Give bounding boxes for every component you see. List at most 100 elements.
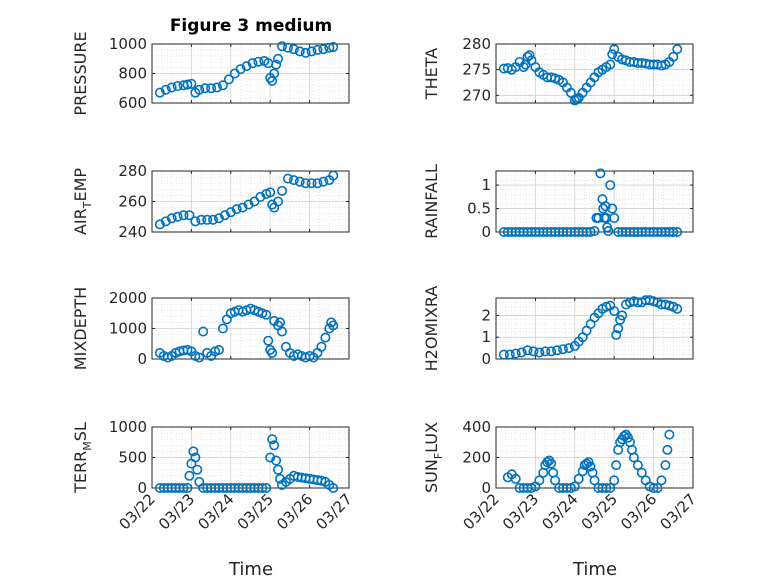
data-point (571, 94, 582, 105)
data-point (328, 41, 339, 52)
data-point (605, 180, 616, 191)
y-tick-label: 800 (118, 65, 147, 83)
y-tick-label: 280 (462, 35, 491, 53)
data-point (212, 82, 223, 93)
data-point (247, 58, 258, 69)
data-point (609, 306, 620, 317)
data-point (607, 203, 618, 214)
y-tick-label: 0 (137, 350, 147, 368)
data-point (662, 444, 673, 455)
data-point (277, 41, 288, 52)
data-point (267, 434, 278, 445)
data-point (603, 226, 614, 237)
data-point (265, 187, 276, 198)
data-point (534, 347, 545, 358)
data-point (294, 46, 305, 57)
data-point (622, 432, 633, 443)
data-point (328, 170, 339, 181)
data-point (312, 178, 323, 189)
data-point (288, 175, 299, 186)
data-point (320, 332, 331, 343)
subplot-air_temp: 240 260 280 AIRTEMP (71, 162, 350, 241)
data-point (628, 452, 639, 463)
data-point (605, 482, 616, 493)
data-point (546, 346, 557, 357)
data-point (154, 87, 165, 98)
data-point (300, 47, 311, 58)
y-tick-label: 2000 (109, 289, 147, 307)
data-point (534, 475, 545, 486)
data-point (518, 62, 529, 73)
y-axis-label-rainfall: RAINFALL (422, 164, 441, 239)
data-point (318, 176, 329, 187)
data-point (275, 317, 286, 328)
data-point (672, 303, 683, 314)
data-point (253, 56, 264, 67)
y-tick-label: 600 (118, 94, 147, 112)
data-point (300, 178, 311, 189)
data-point (182, 79, 193, 90)
data-point (166, 82, 177, 93)
data-point (540, 346, 551, 357)
data-point (324, 42, 335, 53)
subplot-theta: 270 275 280 THETA (422, 35, 694, 106)
data-point (607, 49, 618, 60)
data-point (656, 60, 667, 71)
data-point (617, 310, 628, 321)
data-point (573, 473, 584, 484)
data-point (257, 482, 268, 493)
data-point (557, 344, 568, 355)
data-point (186, 78, 197, 89)
y-tick-label: 0 (481, 350, 491, 368)
data-point (589, 475, 600, 486)
data-point (277, 185, 288, 196)
subplot-pressure: 600 800 1000 PRESSURE (71, 31, 350, 116)
data-point (632, 460, 643, 471)
data-point (282, 42, 293, 53)
data-point (217, 323, 228, 334)
data-point (552, 345, 563, 356)
data-point (577, 466, 588, 477)
data-point (178, 210, 189, 221)
data-point (194, 84, 205, 95)
data-point (611, 460, 622, 471)
data-point (261, 309, 272, 320)
data-point (611, 330, 622, 341)
data-point (194, 352, 205, 363)
data-point (190, 216, 201, 227)
data-point (196, 214, 207, 225)
data-point (241, 61, 252, 72)
data-point (243, 199, 254, 210)
data-point (269, 68, 280, 79)
data-point (585, 461, 596, 472)
data-point (160, 216, 171, 227)
data-point (672, 227, 683, 238)
y-tick-label: 1000 (109, 320, 147, 338)
y-tick-label: 1000 (109, 35, 147, 53)
data-point (312, 44, 323, 55)
data-point (275, 473, 286, 484)
data-point (664, 429, 675, 440)
data-point (504, 349, 515, 360)
data-point (318, 44, 329, 55)
data-point (213, 213, 224, 224)
data-point (267, 347, 278, 358)
data-point (550, 475, 561, 486)
data-point (263, 335, 274, 346)
subplot-rainfall: 0 0.5 1 RAINFALL (422, 164, 694, 241)
data-point (498, 349, 509, 360)
data-point (595, 168, 606, 179)
data-point (192, 464, 203, 475)
data-point (516, 347, 527, 358)
y-tick-label: 0 (481, 223, 491, 241)
data-point (269, 440, 280, 451)
data-point (184, 210, 195, 221)
data-point (306, 178, 317, 189)
y-axis-label-mixdepth: MIXDEPTH (71, 287, 90, 370)
data-point (273, 196, 284, 207)
data-point (583, 457, 594, 468)
data-point (660, 460, 671, 471)
data-point (648, 482, 659, 493)
data-point (668, 51, 679, 62)
y-tick-label: 260 (118, 193, 147, 211)
